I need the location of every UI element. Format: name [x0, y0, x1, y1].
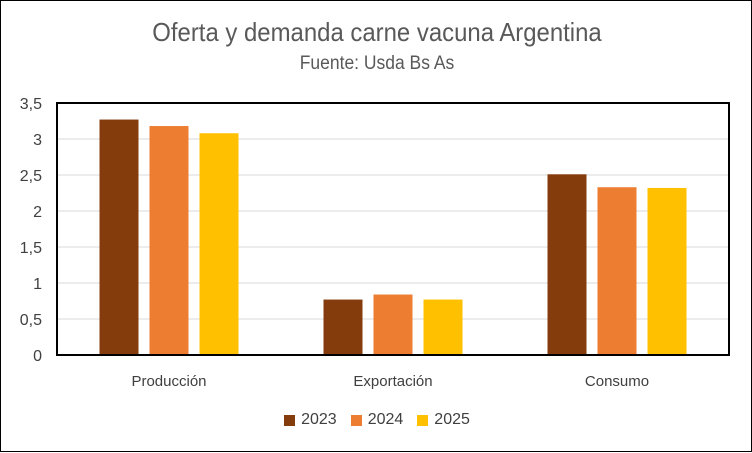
legend-swatch: [284, 414, 296, 426]
y-tick-label: 0,5: [20, 312, 42, 329]
bar-2023: [323, 299, 363, 355]
legend-item: 2023: [284, 411, 337, 429]
y-tick-label: 3,5: [20, 96, 42, 113]
bar-2024: [149, 126, 189, 355]
bar-2025: [199, 133, 239, 355]
bar-2024: [597, 187, 637, 355]
bar-2023: [99, 119, 139, 355]
legend-swatch: [350, 414, 362, 426]
y-tick-label: 0: [33, 348, 42, 365]
y-tick-label: 2: [33, 204, 42, 221]
y-tick-label: 1: [33, 276, 42, 293]
y-tick-label: 3: [33, 132, 42, 149]
x-category-label: Consumo: [585, 373, 649, 390]
legend-label: 2024: [367, 411, 404, 428]
legend-label: 2023: [301, 411, 337, 428]
bar-2025: [647, 187, 687, 355]
bar-2023: [547, 174, 587, 355]
legend-label: 2025: [434, 411, 470, 428]
chart-legend: 2023 2024 2025: [1, 411, 752, 429]
bar-2024: [373, 294, 413, 355]
x-category-label: Producción: [131, 373, 206, 390]
chart-title: Oferta y demanda carne vacuna Argentina: [152, 17, 602, 47]
legend-swatch: [417, 414, 429, 426]
x-category-label: Exportación: [353, 373, 432, 390]
y-tick-label: 1,5: [20, 240, 42, 257]
legend-item: 2025: [417, 411, 470, 429]
legend-item: 2024: [350, 411, 404, 429]
y-tick-label: 2,5: [20, 168, 42, 185]
bar-2025: [423, 299, 463, 355]
chart-subtitle: Fuente: Usda Bs As: [299, 53, 455, 74]
